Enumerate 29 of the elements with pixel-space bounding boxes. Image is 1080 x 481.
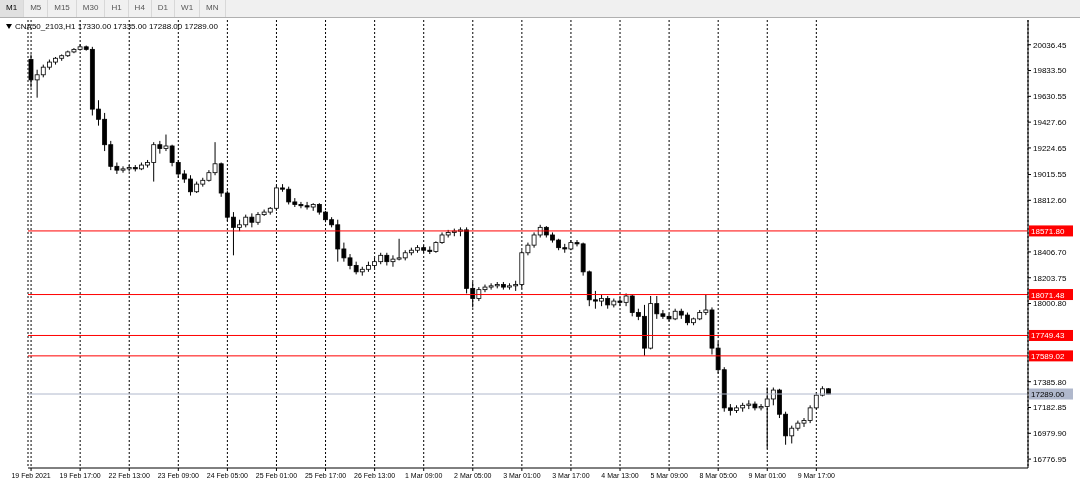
text: M1 <box>0 0 25 17</box>
ref-line-label: 17589.02 <box>1031 351 1065 361</box>
y-tick-label: 17182.85 <box>1033 403 1067 413</box>
ref-line-label: 17289.00 <box>1031 390 1065 400</box>
text: H1 <box>105 0 129 17</box>
text: M15 <box>48 0 77 17</box>
y-tick-label: 20036.45 <box>1033 40 1067 50</box>
ref-line-label: 18071.48 <box>1031 290 1065 300</box>
y-tick-label: 19015.55 <box>1033 170 1067 180</box>
text: H4 <box>128 0 152 17</box>
y-tick-label: 19427.60 <box>1033 117 1067 127</box>
y-tick-label: 19630.55 <box>1033 92 1067 102</box>
y-tick-label: 18000.80 <box>1033 299 1067 309</box>
y-tick-label: 18406.70 <box>1033 247 1067 257</box>
y-tick-label: 17385.80 <box>1033 377 1067 387</box>
text: D1 <box>151 0 176 17</box>
y-tick-label: 16979.90 <box>1033 429 1067 439</box>
y-tick-label: 16776.95 <box>1033 454 1067 464</box>
chart-title: CNA50_2103,H1 17330.00 17335.00 17288.00 17289.00 <box>15 22 218 31</box>
text: M30 <box>76 0 106 17</box>
y-tick-label: 18812.60 <box>1033 196 1067 206</box>
y-tick-label: 19224.65 <box>1033 143 1067 153</box>
y-tick-label: 18203.75 <box>1033 273 1067 283</box>
ref-line-label: 18571.80 <box>1031 226 1065 236</box>
text: M5 <box>24 0 49 17</box>
y-tick-label: 19833.50 <box>1033 66 1067 76</box>
text: W1 <box>175 0 201 17</box>
ref-line-label: 17749.43 <box>1031 331 1065 341</box>
text: MN <box>200 0 226 17</box>
